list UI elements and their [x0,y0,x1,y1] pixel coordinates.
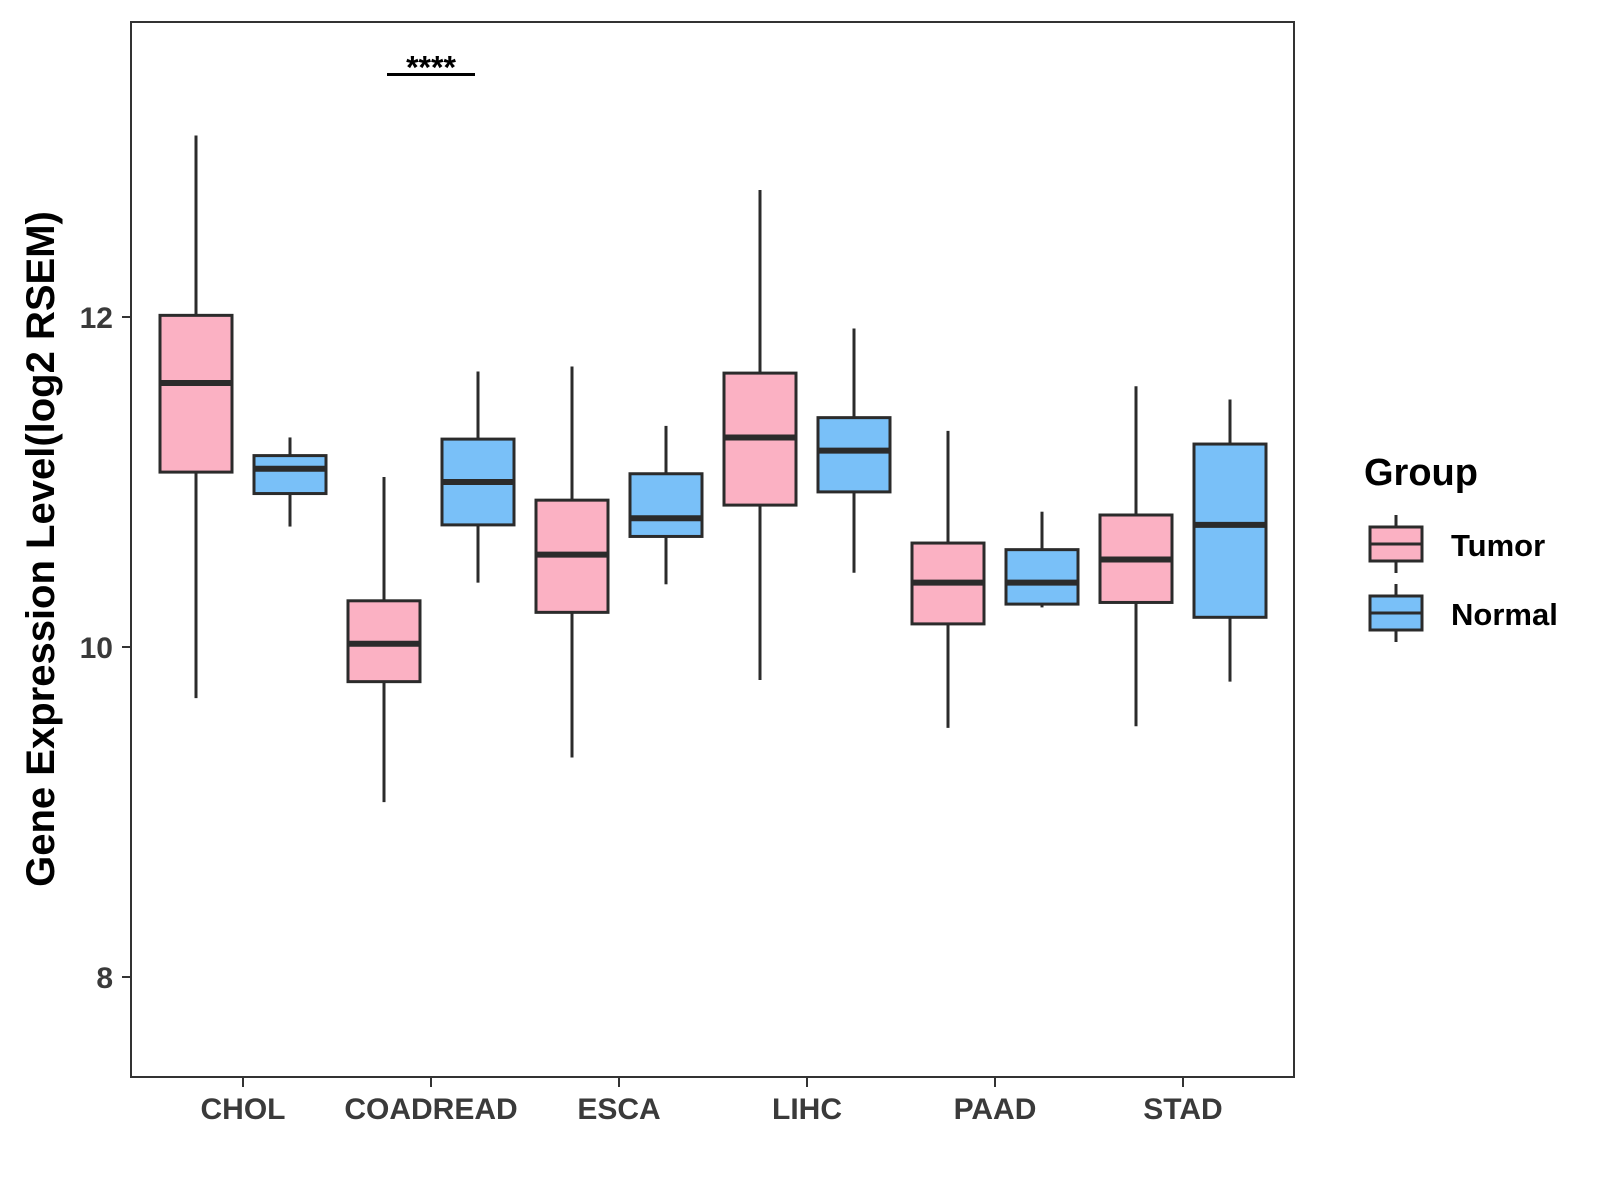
legend-key-tumor [1368,515,1424,573]
legend-key-normal [1368,584,1424,642]
box-chol-tumor [158,135,234,699]
box-paad-tumor [910,430,986,728]
legend-title: Group [1364,452,1478,494]
x-axis: CHOL COADREAD ESCA LIHC PAAD STAD [201,1077,1223,1126]
y-tick-label-12: 12 [80,302,113,335]
legend-keys [1368,515,1424,642]
legend-label-tumor: Tumor [1451,528,1545,563]
box-coadread-normal [440,371,516,583]
box-esca-tumor [534,366,610,758]
box-paad-normal [1004,511,1080,608]
box-esca-normal [628,425,704,585]
x-tick-label-esca: ESCA [577,1093,660,1126]
x-tick-label-stad: STAD [1143,1093,1222,1126]
y-tick-label-8: 8 [96,962,113,995]
y-tick-label-10: 10 [80,632,113,665]
y-axis: 8 10 12 [80,302,131,995]
box-lihc-normal [816,328,892,573]
iqr-box-esca-normal [628,472,704,538]
iqr-box-lihc-normal [816,416,892,494]
boxes-layer [158,135,1268,803]
annotation-layer: **** [387,49,475,85]
box-coadread-tumor [346,477,422,803]
x-tick-label-chol: CHOL [201,1093,286,1126]
box-stad-tumor [1098,386,1174,727]
x-tick-label-lihc: LIHC [772,1093,842,1126]
iqr-box-paad-normal [1004,548,1080,606]
legend: Group Tumor Normal [1364,452,1558,642]
box-chol-normal [252,437,328,527]
iqr-box-chol-normal [252,454,328,496]
iqr-box-stad-normal [1192,442,1268,619]
x-tick-label-coadread: COADREAD [344,1093,517,1126]
box-stad-normal [1192,399,1268,682]
x-tick-label-paad: PAAD [954,1093,1037,1126]
iqr-box-chol-tumor [158,313,234,474]
y-axis-title: Gene Expression Level(log2 RSEM) [19,211,63,887]
legend-label-normal: Normal [1451,597,1558,632]
box-lihc-tumor [722,189,798,680]
significance-label: **** [406,49,456,85]
